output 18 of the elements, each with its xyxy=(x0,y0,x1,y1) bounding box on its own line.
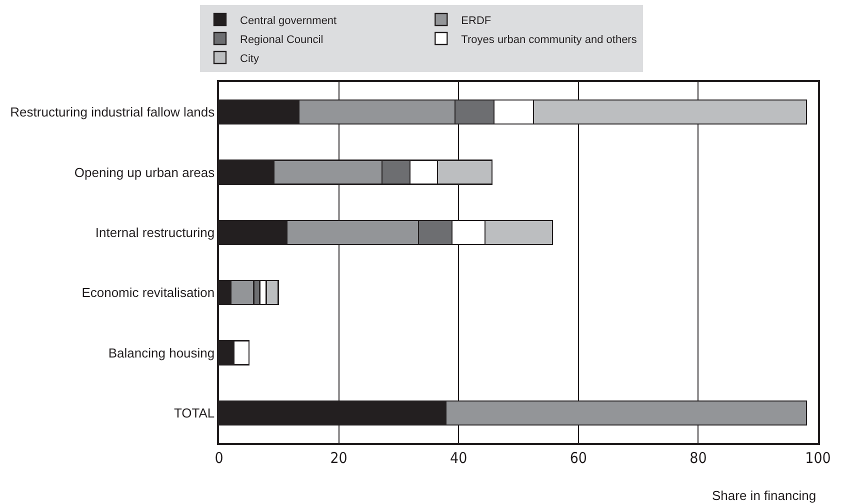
y-tick-label: Balancing housing xyxy=(108,345,215,360)
legend-label: Regional Council xyxy=(240,34,324,46)
legend-label: City xyxy=(240,52,260,65)
y-tick-label: Restructuring industrial fallow lands xyxy=(10,104,216,120)
y-tick-label: Opening up urban areas xyxy=(74,164,216,180)
x-tick-label: 40 xyxy=(450,448,468,467)
x-tick-label: 80 xyxy=(690,448,707,467)
legend-label: Troyes urban community and others xyxy=(461,34,638,46)
y-tick-label: Internal restructuring xyxy=(95,224,215,240)
x-tick-label: 60 xyxy=(570,448,587,467)
y-tick-label: TOTAL xyxy=(174,405,215,420)
legend-label: Central government xyxy=(240,14,337,27)
x-axis-title: Share in financing xyxy=(712,488,816,503)
x-tick-label: 100 xyxy=(805,448,831,467)
x-tick-label: 20 xyxy=(330,448,348,467)
legend-label: ERDF xyxy=(461,14,492,27)
x-tick-label: 0 xyxy=(214,448,224,467)
y-tick-label: Economic revitalisation xyxy=(82,285,215,300)
